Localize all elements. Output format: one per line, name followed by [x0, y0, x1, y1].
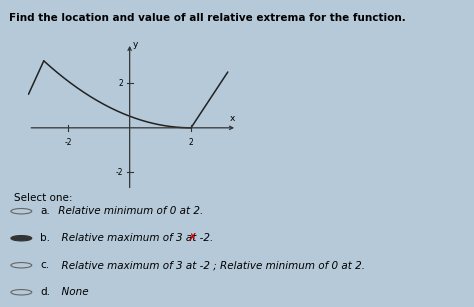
Text: -2: -2	[64, 138, 72, 147]
Text: Find the location and value of all relative extrema for the function.: Find the location and value of all relat…	[9, 13, 406, 23]
Text: c.: c.	[40, 260, 49, 270]
Text: None: None	[55, 287, 88, 297]
Text: 2: 2	[189, 138, 193, 147]
Text: a.: a.	[40, 206, 50, 216]
Text: ✗: ✗	[187, 233, 197, 243]
Text: Relative maximum of 3 at -2.: Relative maximum of 3 at -2.	[55, 233, 213, 243]
Text: d.: d.	[40, 287, 50, 297]
Text: -2: -2	[116, 168, 124, 177]
Text: y: y	[133, 41, 138, 49]
Text: x: x	[230, 114, 235, 123]
Text: b.: b.	[40, 233, 50, 243]
Text: Relative maximum of 3 at -2 ; Relative minimum of 0 at 2.: Relative maximum of 3 at -2 ; Relative m…	[55, 260, 365, 270]
Text: 2: 2	[119, 79, 124, 88]
Text: Relative minimum of 0 at 2.: Relative minimum of 0 at 2.	[55, 206, 203, 216]
Text: Select one:: Select one:	[14, 193, 73, 203]
Circle shape	[11, 235, 32, 241]
